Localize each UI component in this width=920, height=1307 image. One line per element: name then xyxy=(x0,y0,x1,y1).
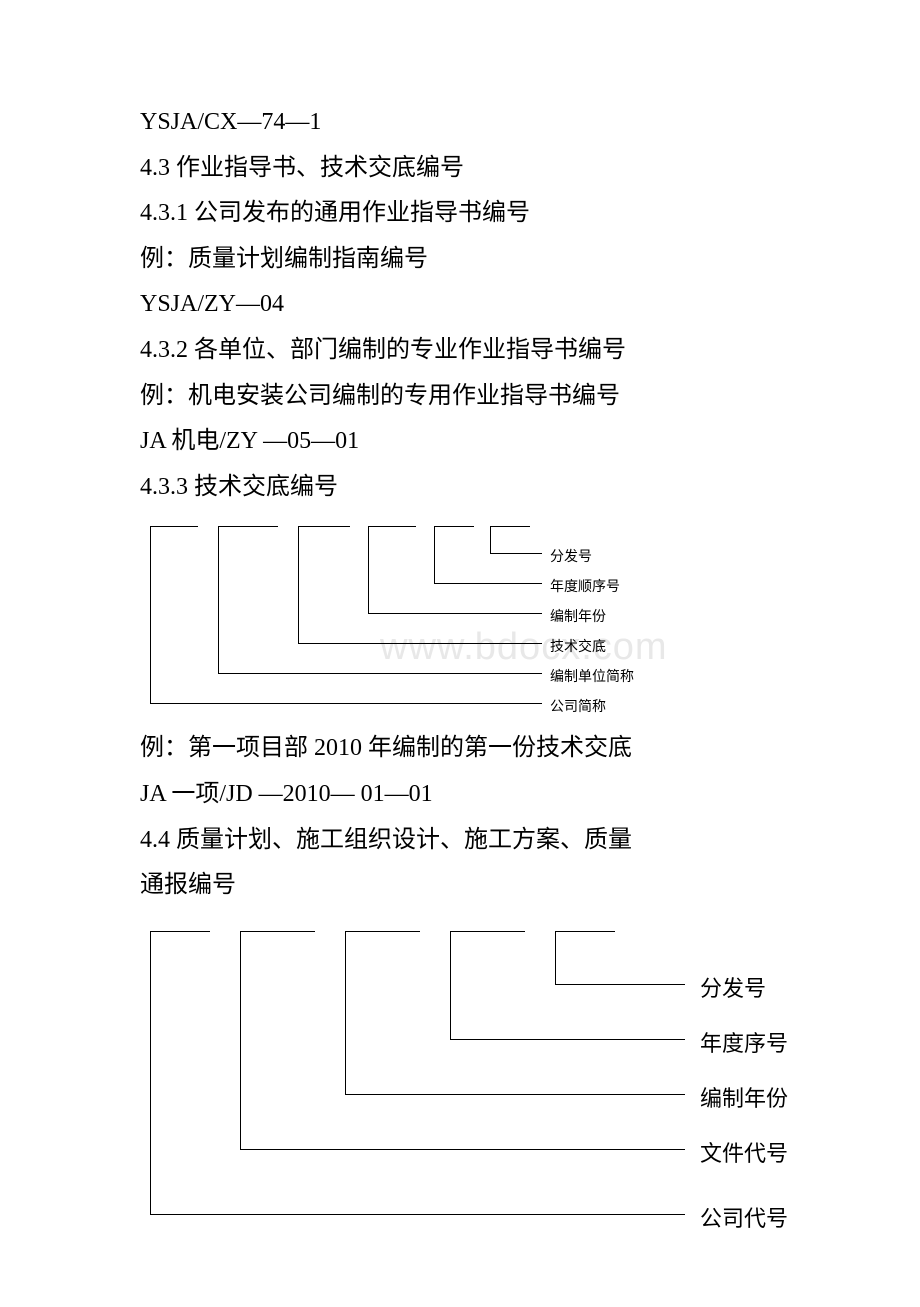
diagram2-label: 分发号 xyxy=(700,971,766,1003)
diagram1-label: 编制年份 xyxy=(550,606,606,626)
diagram2-label: 公司代号 xyxy=(700,1201,788,1233)
heading-4-3: 4.3 作业指导书、技术交底编号 xyxy=(140,146,800,192)
heading-4-3-3: 4.3.3 技术交底编号 xyxy=(140,465,800,511)
heading-4-4-cont: 通报编号 xyxy=(140,863,800,909)
diagram1-label: 年度顺序号 xyxy=(550,576,620,596)
line-code-4: JA 一项/JD —2010— 01—01 xyxy=(140,772,800,818)
diagram2-label: 文件代号 xyxy=(700,1136,788,1168)
diagram1-label: 公司简称 xyxy=(550,696,606,716)
watermark-text: www.bdocx.com xyxy=(380,626,668,669)
diagram1-label: 分发号 xyxy=(550,546,592,566)
document-page: YSJA/CX—74—1 4.3 作业指导书、技术交底编号 4.3.1 公司发布… xyxy=(0,0,920,1307)
example-text-1: 例：质量计划编制指南编号 xyxy=(140,237,800,283)
example-text-3: 例：第一项目部 2010 年编制的第一份技术交底 xyxy=(140,726,800,772)
line-code-2: YSJA/ZY—04 xyxy=(140,282,800,328)
example-text-2: 例：机电安装公司编制的专用作业指导书编号 xyxy=(140,374,800,420)
line-code-3: JA 机电/ZY —05—01 xyxy=(140,419,800,465)
heading-4-4: 4.4 质量计划、施工组织设计、施工方案、质量 xyxy=(140,818,800,864)
diagram2-label: 年度序号 xyxy=(700,1026,788,1058)
diagram2-label: 编制年份 xyxy=(700,1081,788,1113)
diagram1-label: 技术交底 xyxy=(550,636,606,656)
line-code-1: YSJA/CX—74—1 xyxy=(140,100,800,146)
bracket-diagram-2: 分发号年度序号编制年份文件代号公司代号 xyxy=(140,919,800,1239)
heading-4-3-1: 4.3.1 公司发布的通用作业指导书编号 xyxy=(140,191,800,237)
bracket-diagram-1: www.bdocx.com 分发号年度顺序号编制年份技术交底编制单位简称公司简称 xyxy=(140,518,800,718)
heading-4-3-2: 4.3.2 各单位、部门编制的专业作业指导书编号 xyxy=(140,328,800,374)
diagram1-label: 编制单位简称 xyxy=(550,666,634,686)
